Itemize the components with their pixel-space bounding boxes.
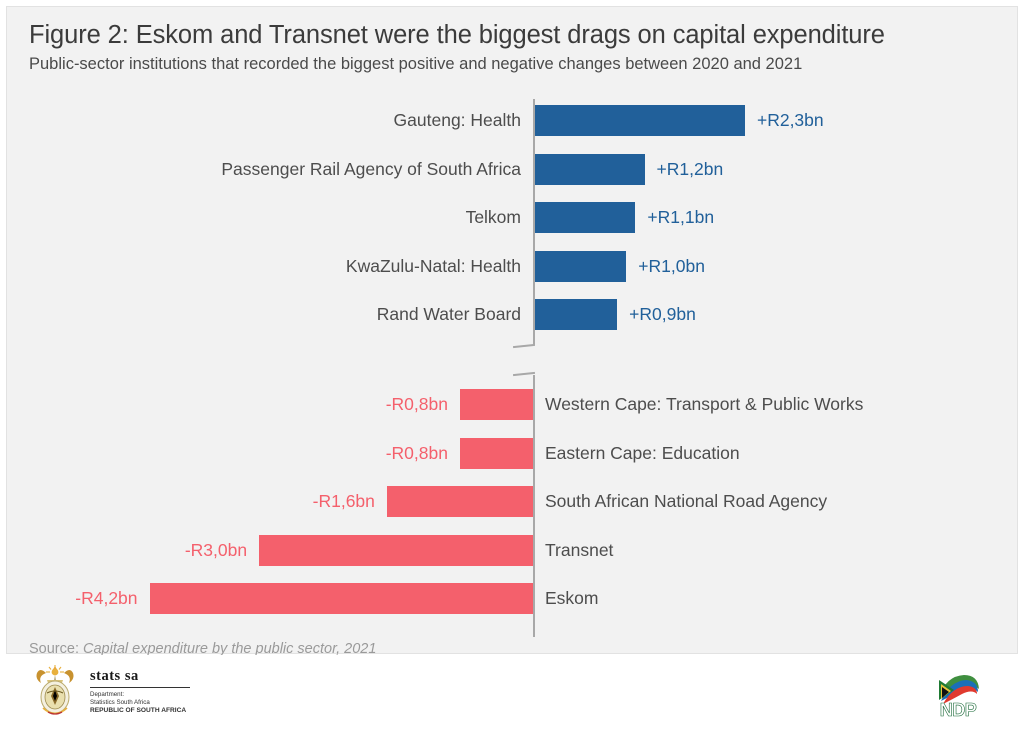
figure-subtitle: Public-sector institutions that recorded… xyxy=(29,55,803,73)
bar-value-label: -R1,6bn xyxy=(312,491,375,512)
value-axis-line xyxy=(533,99,535,345)
bar-category-label: South African National Road Agency xyxy=(545,491,828,512)
bar-value-label: +R1,0bn xyxy=(638,255,705,276)
source-title: Capital expenditure by the public sector… xyxy=(83,641,377,657)
bar-value-label: +R1,1bn xyxy=(647,207,715,228)
bar-value-label: -R0,8bn xyxy=(385,442,448,463)
bar-category-label: Gauteng: Health xyxy=(393,110,521,130)
stats-sa-wordmark: stats sa Department: Statistics South Af… xyxy=(90,668,190,717)
bar-value-label: -R3,0bn xyxy=(184,539,248,560)
bar-chart-plot-area: Gauteng: Health +R2,3bn Passenger Rail Age… xyxy=(7,7,1019,655)
bar-value-label: +R1,2bn xyxy=(656,158,724,179)
bar-pos xyxy=(535,153,645,185)
axis-break-mark xyxy=(512,343,536,349)
bar-pos xyxy=(535,105,745,136)
stats-sa-department-line2: Statistics South Africa xyxy=(90,699,150,707)
bar-neg xyxy=(259,534,533,566)
value-axis-line xyxy=(533,375,535,637)
stats-sa-name: stats sa xyxy=(90,667,139,684)
bar-value-label: -R0,8bn xyxy=(385,394,448,414)
bar-category-label: Eastern Cape: Education xyxy=(545,442,740,463)
bar-pos xyxy=(535,202,636,234)
figure-title: Figure 2: Eskom and Transnet were the bi… xyxy=(29,21,885,49)
bar-neg xyxy=(149,583,533,615)
figure-footer: stats sa Department: Statistics South Af… xyxy=(6,655,1018,737)
ndp-label: NDP xyxy=(939,700,977,720)
stats-sa-department-line1: Department: xyxy=(90,690,125,698)
bar-value-label: +R2,3bn xyxy=(756,110,824,130)
bar-category-label: Eskom xyxy=(545,588,599,609)
bar-neg xyxy=(386,486,533,518)
source-note: Source: Capital expenditure by the publi… xyxy=(29,641,376,657)
chart-panel: Figure 2: Eskom and Transnet were the bi… xyxy=(6,6,1019,657)
stats-sa-logo: stats sa Department: Statistics South Af… xyxy=(28,663,190,721)
axis-break-mark xyxy=(512,371,536,377)
bar-value-label: +R0,9bn xyxy=(629,304,696,325)
stats-sa-department-line3: REPUBLIC OF SOUTH AFRICA xyxy=(90,707,187,715)
bar-pos xyxy=(535,250,627,282)
bar-neg xyxy=(459,389,533,420)
stats-sa-rule xyxy=(90,686,190,688)
bar-pos xyxy=(535,299,618,331)
bar-category-label: Western Cape: Transport & Public Works xyxy=(545,394,864,414)
bar-category-label: Transnet xyxy=(545,539,614,560)
stats-sa-department: Department: Statistics South Africa REPU… xyxy=(90,691,190,717)
ndp-logo: NDP xyxy=(930,667,986,719)
bar-neg xyxy=(459,437,533,469)
bar-category-label: KwaZulu-Natal: Health xyxy=(345,255,521,276)
source-prefix: Source: xyxy=(29,641,79,657)
bar-value-label: -R4,2bn xyxy=(75,588,138,609)
bar-category-label: Rand Water Board xyxy=(376,304,521,325)
south-africa-coat-of-arms-icon xyxy=(28,663,82,721)
bar-category-label: Passenger Rail Agency of South Africa xyxy=(221,158,521,179)
bar-category-label: Telkom xyxy=(465,207,521,228)
